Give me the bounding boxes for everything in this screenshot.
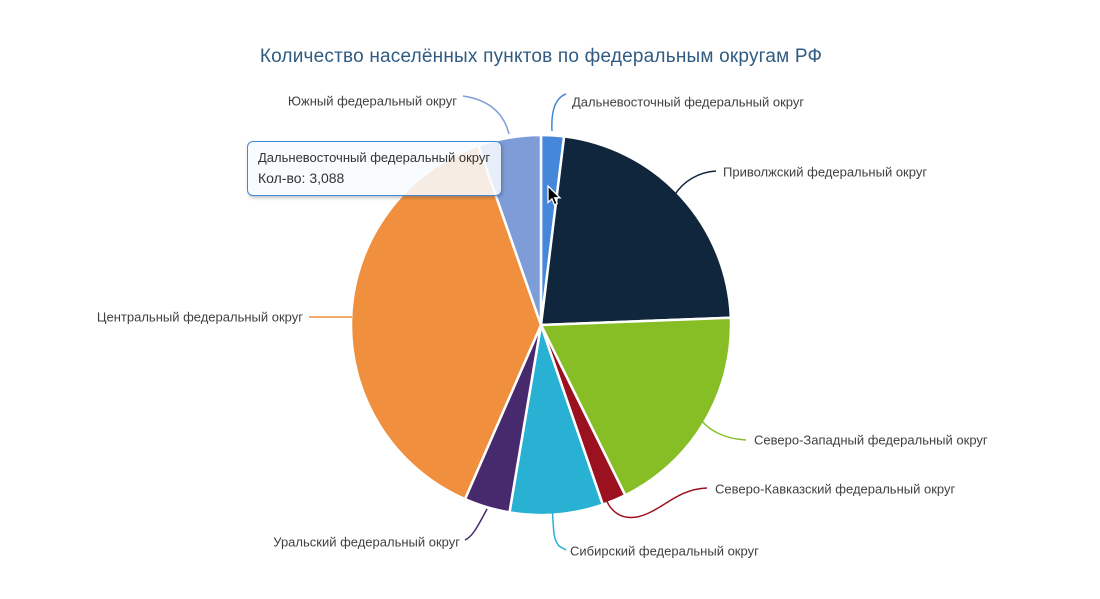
tooltip-series-label: Кол-во:: [258, 170, 306, 186]
slice-label-1: Приволжский федеральный округ: [723, 165, 927, 180]
slice-label-7: Южный федеральный округ: [288, 94, 457, 109]
tooltip-value: 3,088: [309, 170, 345, 186]
label-connector-0: [551, 93, 567, 132]
slice-label-0: Дальневосточный федеральный округ: [572, 95, 804, 110]
mouse-cursor-icon: [547, 185, 562, 206]
pie-slice-2[interactable]: [539, 316, 733, 497]
tooltip-title: Дальневосточный федеральный округ: [258, 150, 491, 165]
label-connector-3: [605, 487, 708, 519]
tooltip-body: Кол-во: 3,088: [258, 170, 490, 186]
chart-title: Количество населённых пунктов по федерал…: [259, 46, 823, 67]
tooltip: Дальневосточный федеральный округ Кол-во…: [247, 141, 503, 196]
label-connector-5: [464, 508, 488, 541]
label-connector-4: [551, 507, 567, 551]
slice-label-6: Центральный федеральный округ: [97, 310, 303, 325]
slice-label-3: Северо-Кавказский федеральный округ: [715, 482, 955, 497]
slice-label-4: Сибирский федеральный округ: [570, 544, 759, 559]
label-connector-7: [462, 95, 510, 135]
slice-label-5: Уральский федеральный округ: [273, 535, 460, 550]
slice-label-2: Северо-Западный федеральный округ: [754, 433, 988, 448]
label-connector-1: [673, 170, 717, 197]
pie-slice-4[interactable]: [508, 323, 605, 517]
pie-slice-1[interactable]: [539, 135, 733, 327]
label-connector-2: [698, 416, 747, 441]
